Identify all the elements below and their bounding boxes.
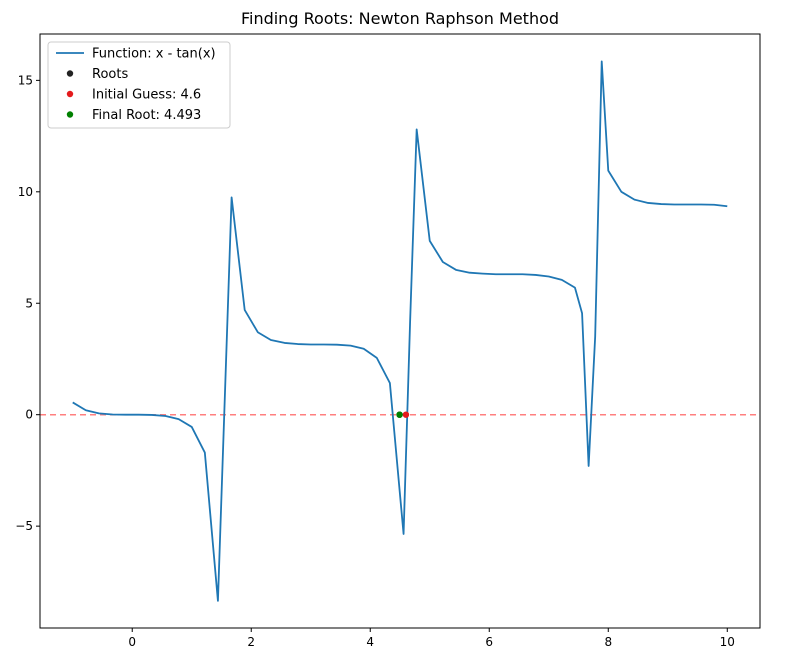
chart-title: Finding Roots: Newton Raphson Method — [241, 9, 559, 28]
y-tick-label: −5 — [15, 519, 33, 533]
legend-label: Function: x - tan(x) — [92, 47, 216, 62]
x-tick-label: 8 — [604, 635, 612, 649]
legend-label: Initial Guess: 4.6 — [92, 88, 201, 103]
legend-label: Final Root: 4.493 — [92, 108, 201, 123]
y-tick-label: 10 — [18, 185, 33, 199]
legend-swatch-marker — [66, 90, 74, 98]
plot-layer — [40, 60, 760, 602]
x-tick-label: 10 — [720, 635, 735, 649]
legend-swatch-marker — [66, 111, 74, 118]
y-tick-label: 15 — [18, 73, 33, 87]
function-line — [72, 60, 728, 602]
axis-layer: 0 2 4 6 8 10 −5 0 5 10 15 — [15, 73, 735, 649]
y-tick-label: 5 — [25, 296, 33, 310]
x-tick-label: 6 — [485, 635, 493, 649]
plot-frame — [39, 33, 761, 629]
y-tick-label: 0 — [25, 408, 33, 422]
x-tick-label: 2 — [247, 635, 255, 649]
x-tick-label: 0 — [128, 635, 136, 649]
data-point-series-3 — [396, 411, 403, 418]
legend-label: Roots — [92, 67, 128, 82]
legend-box — [47, 41, 231, 129]
data-point-series-2 — [402, 411, 410, 418]
legend-swatch-marker — [66, 70, 74, 77]
x-tick-label: 4 — [366, 635, 374, 649]
legend: Function: x - tan(x) Roots Initial Guess: … — [47, 41, 231, 129]
